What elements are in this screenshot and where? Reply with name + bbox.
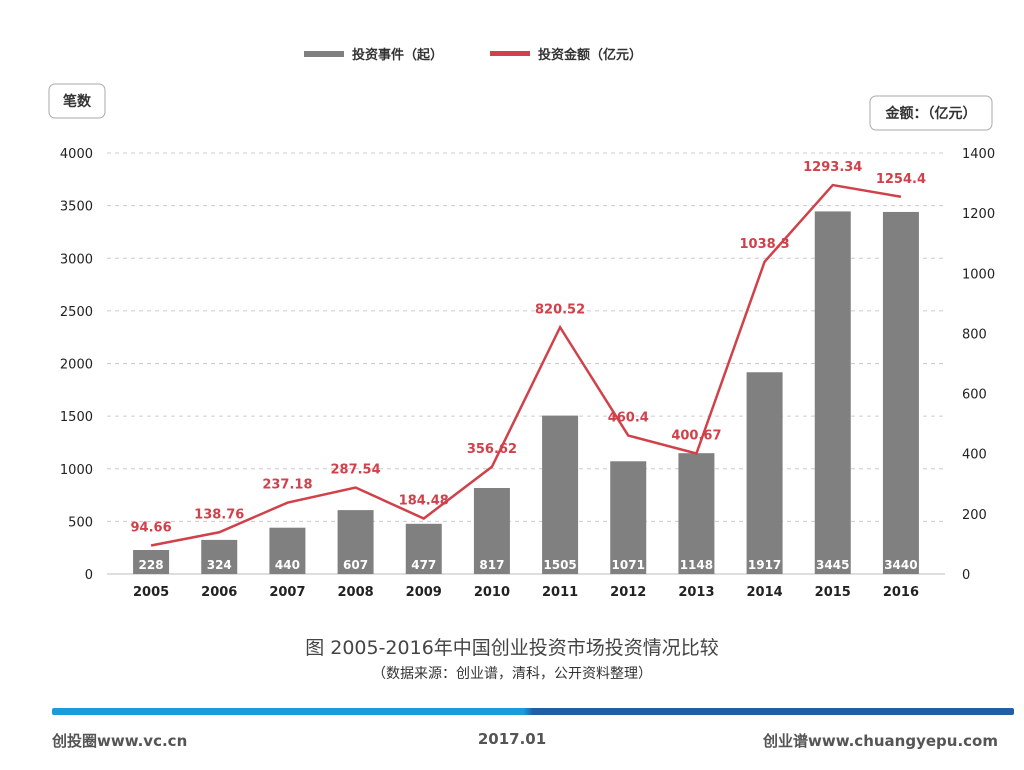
- bar-value-label: 3440: [884, 558, 917, 572]
- bar-value-label: 228: [139, 558, 164, 572]
- bar-2006: [201, 539, 238, 574]
- bar-value-labels: 228 324 440 607 477 817 1505 1071 1148 1917 3445 34…: [139, 558, 918, 572]
- right-tick-label: 1000: [962, 267, 995, 282]
- chart-title: 图 2005-2016年中国创业投资市场投资情况比较: [305, 637, 719, 659]
- right-tick-label: 800: [962, 327, 987, 342]
- bar-value-label: 607: [343, 558, 368, 572]
- bar-value-label: 1917: [748, 558, 781, 572]
- left-axis-ticks: 0 500 1000 1500 2000 2500 3000 3500 4000: [60, 147, 93, 583]
- right-tick-label: 600: [962, 388, 987, 403]
- line-value-label: 94.66: [131, 521, 172, 536]
- x-tick-label: 2016: [883, 585, 919, 600]
- bar-2010: [473, 488, 510, 574]
- x-tick-label: 2012: [610, 585, 646, 600]
- right-tick-label: 200: [962, 508, 987, 523]
- line-value-label: 1254.4: [876, 172, 926, 187]
- line-value-label: 460.4: [608, 411, 649, 426]
- bar-2012: [610, 461, 647, 574]
- right-axis-title: 金额：（亿元）: [869, 95, 993, 131]
- footer-left-site: 创投圈www.vc.cn: [52, 732, 188, 750]
- footer-divider: [52, 708, 1014, 715]
- x-tick-label: 2007: [269, 585, 305, 600]
- bar-2009: [405, 523, 442, 574]
- bar-value-label: 3445: [816, 558, 849, 572]
- legend-line-swatch: [490, 51, 530, 56]
- bar-2016: [882, 211, 919, 574]
- x-tick-label: 2006: [201, 585, 237, 600]
- legend-bar-label: 投资事件（起）: [352, 47, 443, 63]
- bar-2005: [133, 550, 170, 574]
- left-tick-label: 1000: [60, 463, 93, 478]
- bar-2011: [542, 415, 579, 574]
- left-tick-label: 2000: [60, 358, 93, 373]
- bar-2007: [269, 527, 306, 574]
- left-tick-label: 3500: [60, 200, 93, 215]
- footer-right-site: 创业谱www.chuangyepu.com: [763, 732, 998, 750]
- left-tick-label: 3000: [60, 252, 93, 267]
- left-axis-title: 笔数: [48, 83, 106, 119]
- x-axis-ticks: 2005 2006 2007 2008 2009 2010 2011 2012 2013 2014…: [133, 585, 919, 600]
- line-value-label: 400.67: [671, 429, 721, 444]
- right-axis-label: 金额：（亿元）: [885, 105, 977, 122]
- bar-value-label: 1071: [612, 558, 645, 572]
- right-axis-ticks: 0 200 400 600 800 1000 1200 1400: [962, 147, 995, 583]
- line-value-label: 820.52: [535, 302, 585, 317]
- right-tick-label: 1400: [962, 147, 995, 162]
- bar-series: [133, 211, 919, 574]
- line-value-label: 287.54: [330, 463, 380, 478]
- right-tick-label: 400: [962, 448, 987, 463]
- legend-bar-swatch: [304, 51, 344, 57]
- footer-date: 2017.01: [477, 730, 547, 748]
- x-tick-label: 2010: [474, 585, 510, 600]
- bar-2014: [746, 372, 783, 574]
- x-tick-label: 2005: [133, 585, 169, 600]
- bar-value-label: 817: [479, 558, 504, 572]
- line-value-label: 184.48: [399, 494, 449, 509]
- x-tick-label: 2013: [678, 585, 714, 600]
- chart-source-note: （数据来源：创业谱，清科，公开资料整理）: [372, 666, 652, 682]
- line-value-label: 356.62: [467, 442, 517, 457]
- line-value-labels: 94.66 138.76 237.18 287.54 184.48 356.62 820.5…: [131, 160, 926, 535]
- line-value-label: 237.18: [262, 478, 312, 493]
- bar-value-label: 324: [207, 558, 232, 572]
- left-tick-label: 500: [68, 515, 93, 530]
- left-tick-label: 0: [85, 568, 93, 583]
- line-value-label: 138.76: [194, 507, 244, 522]
- left-tick-label: 4000: [60, 147, 93, 162]
- left-axis-label: 笔数: [63, 93, 92, 110]
- line-value-label: 1293.34: [803, 160, 862, 175]
- bar-value-label: 477: [411, 558, 436, 572]
- right-tick-label: 0: [962, 568, 970, 583]
- x-tick-label: 2009: [406, 585, 442, 600]
- line-value-label: 1038.3: [739, 237, 789, 252]
- bar-2015: [814, 211, 851, 574]
- x-tick-label: 2008: [337, 585, 373, 600]
- left-tick-label: 2500: [60, 305, 93, 320]
- bar-2013: [678, 453, 715, 574]
- x-tick-label: 2011: [542, 585, 578, 600]
- line-series: [150, 183, 902, 547]
- right-tick-label: 1200: [962, 207, 995, 222]
- bar-2008: [337, 510, 374, 574]
- bar-value-label: 440: [275, 558, 300, 572]
- bar-value-label: 1505: [543, 558, 576, 572]
- x-tick-label: 2014: [746, 585, 782, 600]
- x-tick-label: 2015: [815, 585, 851, 600]
- legend-line-label: 投资金额（亿元）: [538, 47, 642, 63]
- line-investment-amount: [150, 183, 902, 547]
- bar-value-label: 1148: [680, 558, 713, 572]
- left-tick-label: 1500: [60, 410, 93, 425]
- legend: 投资事件（起） 投资金额（亿元）: [304, 47, 642, 63]
